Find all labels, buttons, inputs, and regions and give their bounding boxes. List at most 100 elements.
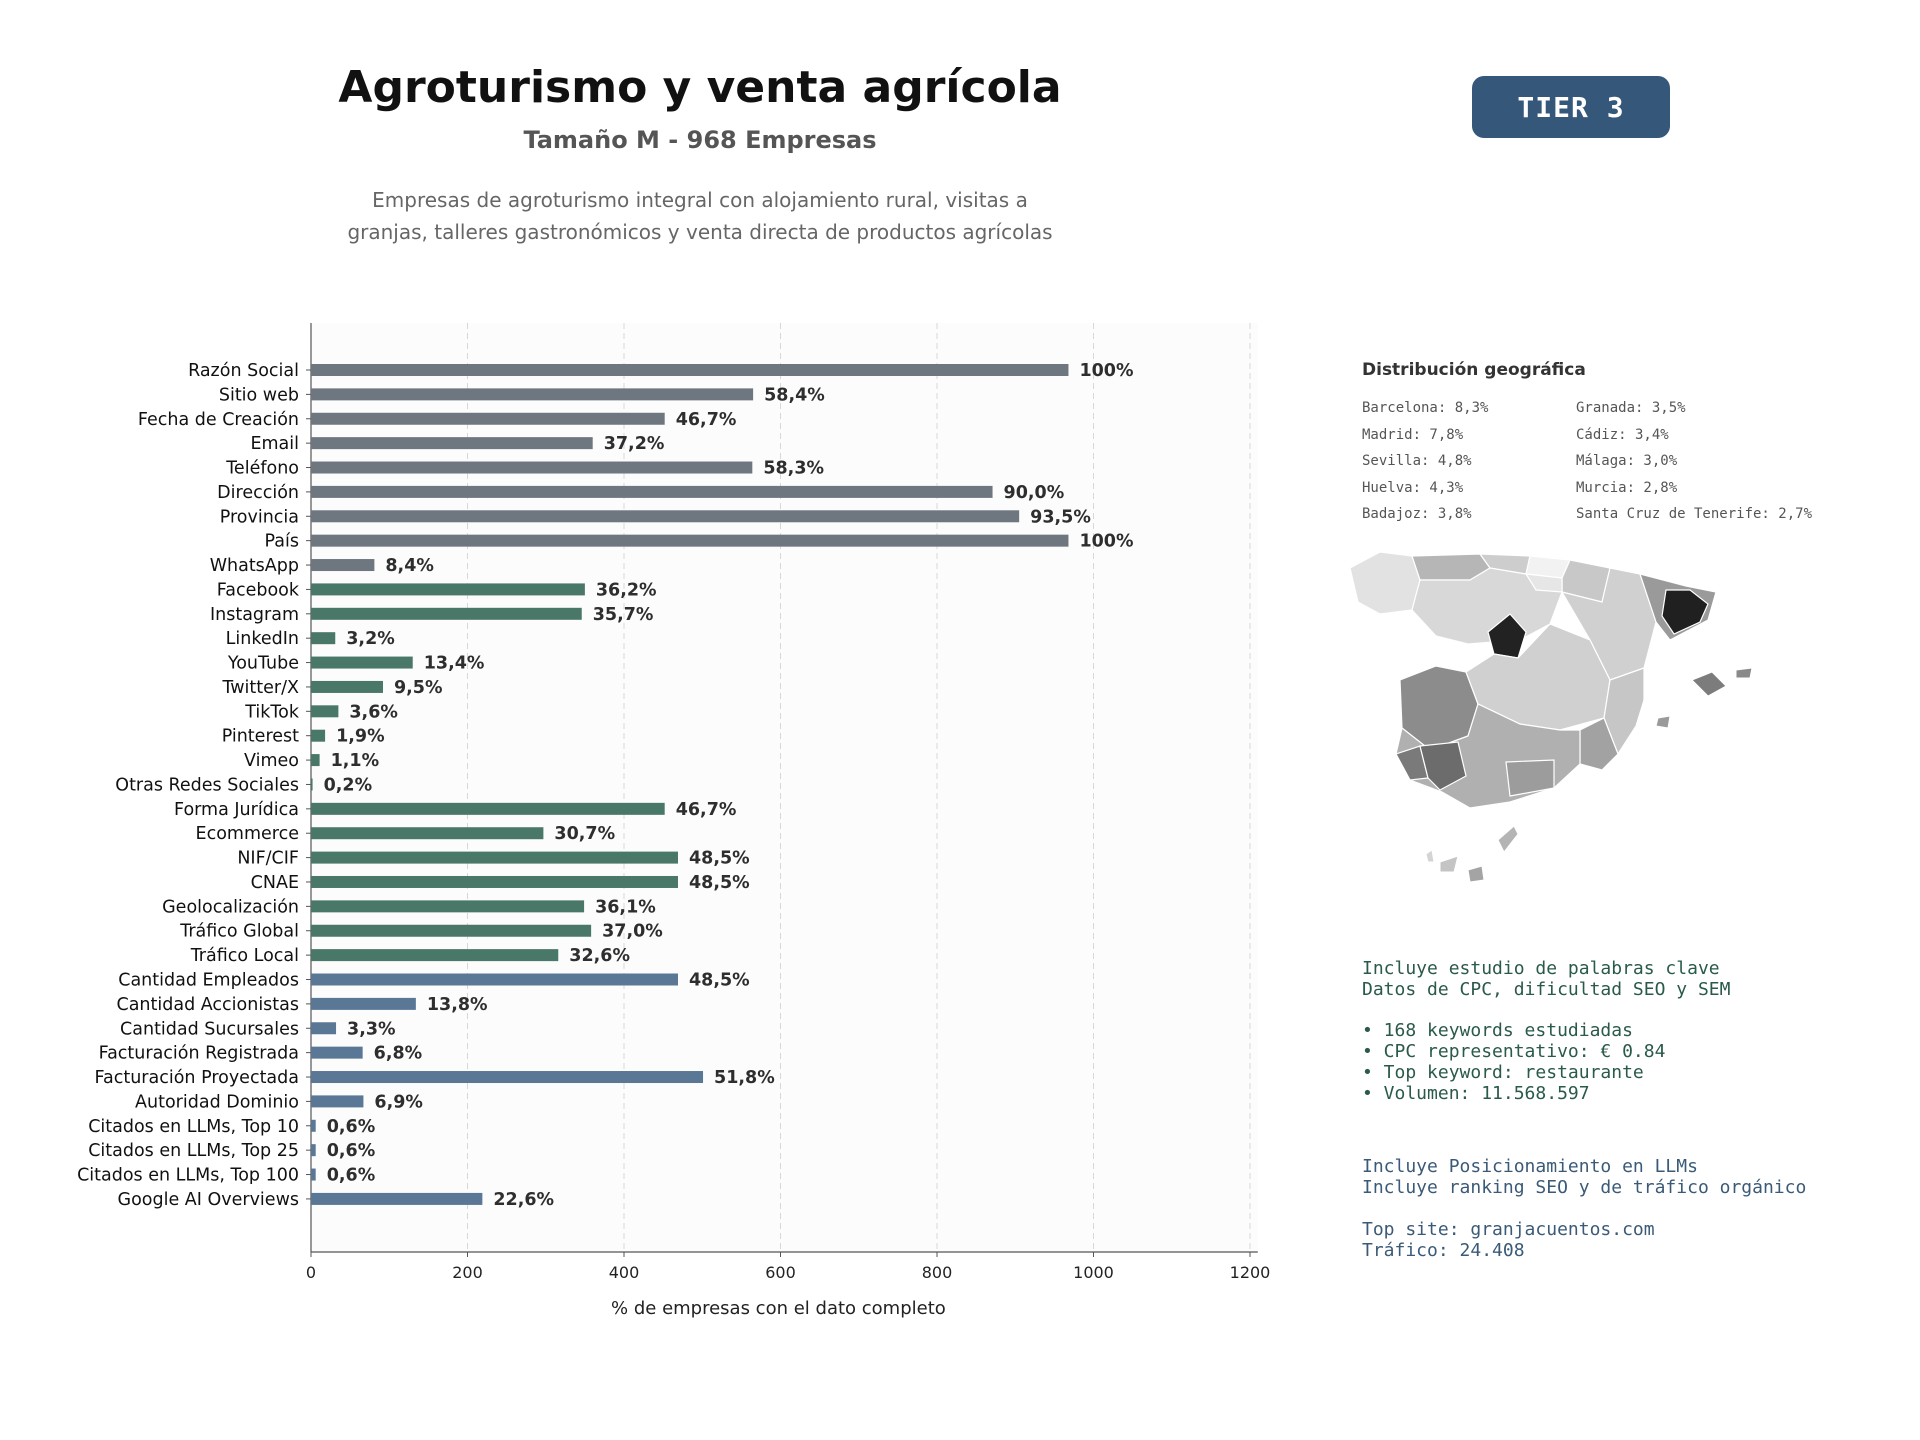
bar (311, 1144, 316, 1157)
x-tick-label: 600 (765, 1263, 796, 1282)
value-label: 6,9% (374, 1092, 423, 1112)
bar (311, 632, 336, 645)
value-label: 46,7% (676, 410, 737, 430)
x-tick-label: 0 (306, 1263, 316, 1282)
value-label: 48,5% (689, 971, 750, 991)
value-label: 37,2% (604, 434, 665, 454)
value-label: 32,6% (569, 946, 630, 966)
region-barcelona (1661, 589, 1709, 635)
bar (311, 1168, 316, 1181)
value-label: 48,5% (689, 849, 750, 869)
category-label: Facebook (217, 580, 300, 600)
geo-list-right: Granada: 3,5% Cádiz: 3,4% Málaga: 3,0% M… (1576, 400, 1812, 533)
category-label: Dirección (217, 483, 299, 503)
value-label: 58,3% (763, 459, 824, 479)
region-seville (1419, 741, 1467, 791)
x-tick-label: 800 (922, 1263, 953, 1282)
value-label: 22,6% (493, 1190, 554, 1210)
value-label: 0,2% (324, 775, 373, 795)
bar (311, 461, 753, 474)
geo-item: Huelva: 4,3% (1362, 479, 1464, 496)
geo-item: Murcia: 2,8% (1576, 479, 1678, 496)
bar (311, 754, 320, 767)
top-site: Top site: granjacuentos.com (1362, 1219, 1655, 1240)
bar (311, 851, 678, 864)
region-madrid (1487, 613, 1527, 659)
value-label: 0,6% (327, 1166, 376, 1186)
value-label: 100% (1079, 361, 1133, 381)
bar (311, 1071, 704, 1084)
spain-mainland (1349, 551, 1717, 809)
region-tenerife (1439, 855, 1459, 873)
value-label: 13,4% (424, 654, 485, 674)
region-ibiza (1655, 715, 1671, 729)
category-label: Autoridad Dominio (135, 1092, 299, 1112)
geo-title: Distribución geográfica (1362, 360, 1586, 380)
value-label: 8,4% (385, 556, 434, 576)
bar (311, 656, 413, 669)
category-label: Geolocalización (162, 897, 299, 917)
spain-map (1349, 551, 1753, 883)
description-line-2: granjas, talleres gastronómicos y venta … (347, 220, 1053, 244)
geo-item: Málaga: 3,0% (1576, 453, 1678, 469)
keywords-bullet: • CPC representativo: € 0.84 (1362, 1041, 1666, 1062)
category-label: Citados en LLMs, Top 25 (88, 1141, 299, 1161)
x-tick-label: 1000 (1073, 1263, 1114, 1282)
x-tick-label: 400 (609, 1263, 640, 1282)
category-label: Cantidad Sucursales (120, 1019, 299, 1039)
value-label: 36,1% (595, 897, 656, 917)
bar (311, 924, 592, 937)
value-label: 1,1% (331, 751, 380, 771)
page-subtitle: Tamaño M - 968 Empresas (523, 126, 877, 154)
tier-badge: TIER 3 (1472, 76, 1670, 138)
value-label: 3,3% (347, 1019, 396, 1039)
bar (311, 1095, 364, 1108)
bar (311, 1192, 483, 1205)
category-label: CNAE (251, 873, 299, 893)
bar (311, 388, 754, 401)
bar (311, 949, 559, 962)
geo-item: Badajoz: 3,8% (1362, 506, 1472, 522)
keywords-line: Datos de CPC, dificultad SEO y SEM (1362, 979, 1731, 1000)
category-label: Sitio web (219, 385, 299, 405)
category-label: Citados en LLMs, Top 10 (88, 1117, 299, 1137)
x-tick-label: 200 (452, 1263, 483, 1282)
geo-item: Cádiz: 3,4% (1576, 426, 1669, 443)
llm-line: Incluye ranking SEO y de tráfico orgánic… (1362, 1177, 1807, 1198)
region-la-palma (1425, 849, 1435, 863)
region-balearic-islands (1691, 671, 1727, 697)
value-label: 48,5% (689, 873, 750, 893)
category-label: LinkedIn (226, 629, 299, 649)
category-label: Cantidad Accionistas (116, 995, 299, 1015)
bar (311, 583, 585, 596)
value-label: 37,0% (602, 922, 663, 942)
bar (311, 1022, 337, 1035)
category-label: Google AI Overviews (118, 1190, 299, 1210)
bar (311, 997, 416, 1010)
x-tick-label: 1200 (1230, 1263, 1271, 1282)
description-line-1: Empresas de agroturismo integral con alo… (372, 188, 1028, 212)
bar-chart: 0 200 400 600 800 1000 1200 % de empresas con e… (77, 323, 1271, 1319)
geo-item: Sevilla: 4,8% (1362, 453, 1472, 469)
category-label: Otras Redes Sociales (115, 775, 299, 795)
category-label: Facturación Registrada (99, 1044, 299, 1064)
bar (311, 802, 665, 815)
region-granada (1505, 759, 1555, 797)
plot-area (311, 323, 1258, 1252)
keywords-block: Incluye estudio de palabras clave Datos … (1362, 958, 1730, 1104)
region-fuerteventura (1497, 825, 1519, 853)
value-label: 6,8% (374, 1044, 423, 1064)
region-castile-leon (1411, 567, 1563, 645)
page-title: Agroturismo y venta agrícola (338, 62, 1062, 113)
geo-item: Barcelona: 8,3% (1362, 400, 1489, 416)
value-label: 30,7% (554, 824, 615, 844)
bar (311, 485, 993, 498)
bar (311, 510, 1020, 523)
top-site-traffic: Tráfico: 24.408 (1362, 1240, 1525, 1261)
category-label: Tráfico Global (179, 922, 299, 942)
value-label: 58,4% (764, 385, 825, 405)
category-label: Razón Social (188, 361, 299, 381)
bar (311, 607, 582, 620)
keywords-bullet: • 168 keywords estudiadas (1362, 1020, 1633, 1041)
category-label: Cantidad Empleados (118, 971, 299, 991)
